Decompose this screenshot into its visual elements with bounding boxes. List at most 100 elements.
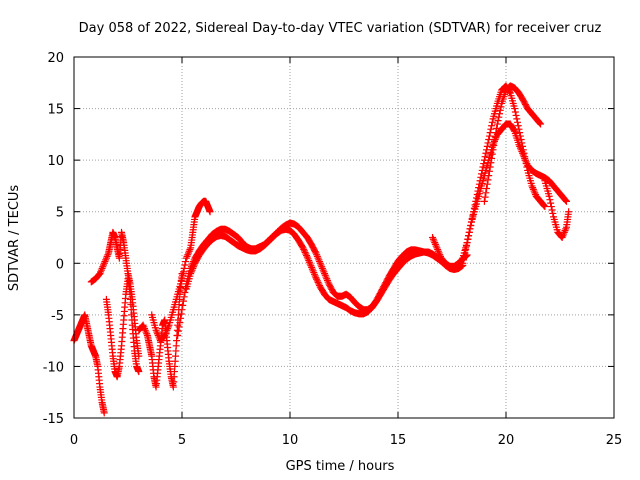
y-tick-label: -10 — [43, 360, 64, 375]
data-point — [176, 319, 184, 327]
data-point — [510, 126, 518, 134]
data-point — [177, 314, 185, 322]
data-point — [519, 149, 527, 157]
data-point — [516, 142, 524, 150]
data-point — [562, 225, 570, 233]
data-point — [489, 146, 497, 154]
data-point — [100, 259, 108, 267]
data-point — [318, 263, 326, 271]
data-point — [562, 197, 570, 205]
data-point — [311, 248, 319, 256]
x-tick-label: 20 — [498, 433, 515, 448]
data-point — [430, 237, 438, 245]
data-point — [322, 273, 330, 281]
data-point — [206, 208, 214, 216]
data-point — [529, 185, 537, 193]
data-point — [431, 240, 439, 248]
data-point — [429, 235, 437, 243]
data-point — [519, 151, 527, 159]
data-point — [303, 253, 311, 261]
data-point — [164, 325, 172, 333]
plot-frame — [73, 56, 615, 419]
data-point — [436, 251, 444, 259]
data-point — [549, 209, 557, 217]
data-point — [485, 132, 493, 140]
data-point — [560, 230, 568, 238]
chart-title: Day 058 of 2022, Sidereal Day-to-day VTE… — [79, 21, 602, 36]
data-point — [179, 297, 187, 305]
data-point — [179, 271, 187, 279]
data-point — [300, 247, 308, 255]
data-point — [308, 265, 316, 273]
data-point — [541, 203, 549, 211]
data-point — [463, 239, 471, 247]
data-point — [98, 264, 106, 272]
data-point — [511, 105, 519, 113]
data-point — [490, 142, 498, 150]
data-point — [184, 251, 192, 259]
data-point — [482, 149, 490, 157]
data-point — [561, 227, 569, 235]
data-point — [433, 244, 441, 252]
data-point — [494, 117, 502, 125]
y-tick-label: 15 — [47, 103, 64, 118]
data-point — [177, 310, 185, 318]
data-point — [483, 185, 491, 193]
data-point — [162, 328, 170, 336]
data-point — [311, 272, 319, 280]
data-point — [174, 327, 182, 335]
data-point — [185, 247, 193, 255]
data-point — [135, 368, 143, 376]
data-point — [187, 270, 195, 278]
data-point — [317, 261, 325, 269]
y-tick-label: 10 — [47, 154, 64, 169]
data-point — [321, 271, 329, 279]
data-point — [174, 331, 182, 339]
data-point — [546, 196, 554, 204]
data-point — [514, 122, 522, 130]
data-point — [140, 323, 148, 331]
data-point — [153, 328, 161, 336]
data-point — [182, 284, 190, 292]
data-point — [491, 133, 499, 141]
data-point — [513, 115, 521, 123]
data-point — [103, 252, 111, 260]
y-tick-label: 20 — [47, 51, 64, 66]
x-tick-label: 25 — [606, 433, 623, 448]
data-point — [459, 259, 467, 267]
data-point — [154, 331, 162, 339]
data-point — [528, 182, 536, 190]
data-point — [521, 156, 529, 164]
data-point — [180, 264, 188, 272]
data-point — [323, 276, 331, 284]
data-point — [522, 158, 530, 166]
data-point — [435, 249, 443, 257]
y-axis-label: SDTVAR / TECUs — [7, 185, 22, 292]
data-point — [189, 264, 197, 272]
data-point — [460, 256, 468, 264]
grid — [74, 57, 614, 418]
data-point — [480, 197, 488, 205]
data-point — [520, 153, 528, 161]
data-point — [518, 148, 526, 156]
x-tick-label: 0 — [70, 433, 78, 448]
data-point — [512, 111, 520, 119]
data-point — [558, 234, 566, 241]
data-point — [548, 206, 556, 214]
data-point — [301, 248, 309, 256]
data-point — [323, 275, 331, 283]
data-point — [481, 193, 489, 201]
data-point — [535, 118, 543, 126]
data-point — [313, 251, 321, 259]
data-point — [465, 232, 473, 240]
data-point — [313, 277, 321, 285]
data-point — [516, 144, 524, 152]
data-point — [488, 122, 496, 130]
data-point — [139, 321, 147, 329]
data-point — [559, 232, 567, 240]
data-point — [312, 249, 320, 257]
data-point — [482, 189, 490, 197]
data-point — [429, 234, 437, 241]
data-point — [462, 242, 470, 250]
data-point — [181, 261, 189, 269]
